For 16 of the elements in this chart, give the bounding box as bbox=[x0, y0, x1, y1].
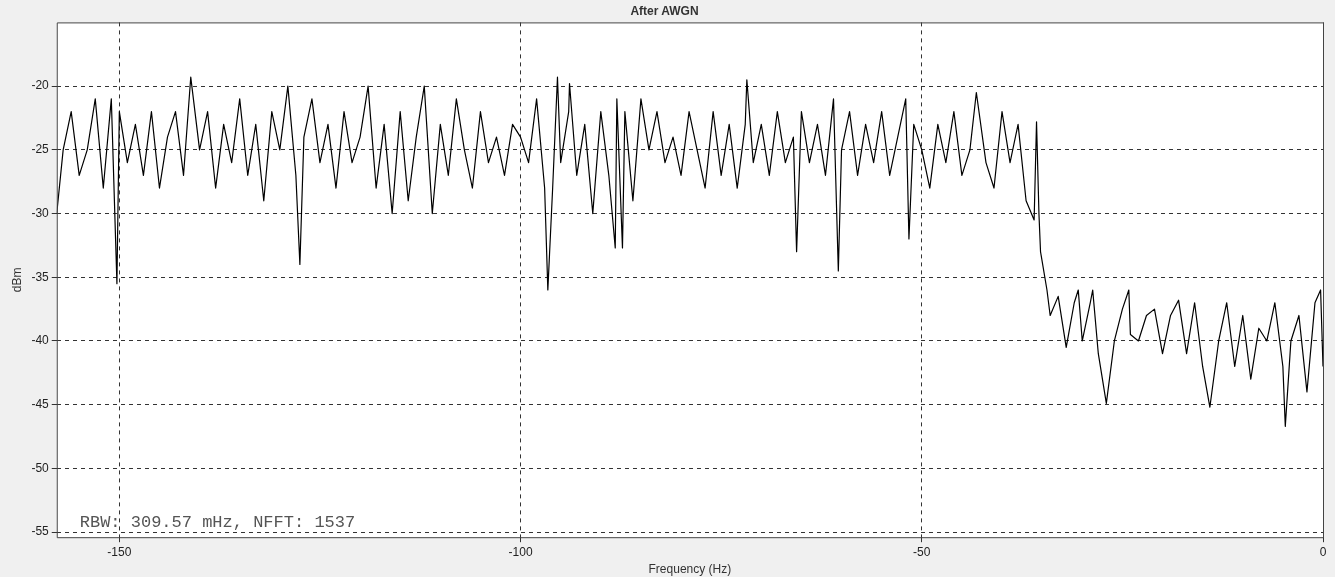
y-tick-label: -55 bbox=[31, 524, 50, 539]
x-tick-label: -50 bbox=[913, 544, 931, 559]
x-tick-label: -100 bbox=[508, 544, 533, 559]
y-tick-label: -40 bbox=[31, 333, 50, 348]
x-tick-label: -150 bbox=[107, 544, 132, 559]
y-tick-label: -30 bbox=[31, 205, 50, 220]
y-tick-label: -25 bbox=[31, 142, 50, 157]
chart-title: After AWGN bbox=[630, 3, 699, 18]
y-axis-title: dBm bbox=[9, 267, 24, 293]
y-tick-label: -20 bbox=[31, 78, 50, 93]
y-tick-label: -45 bbox=[31, 396, 50, 411]
x-tick-label: 0 bbox=[1319, 544, 1327, 559]
x-axis-title: Frequency (Hz) bbox=[648, 562, 732, 577]
y-tick-label: -35 bbox=[31, 269, 50, 284]
annotation: RBW: 309.57 mHz, NFFT: 1537 bbox=[79, 513, 356, 533]
y-tick-label: -50 bbox=[31, 460, 50, 475]
